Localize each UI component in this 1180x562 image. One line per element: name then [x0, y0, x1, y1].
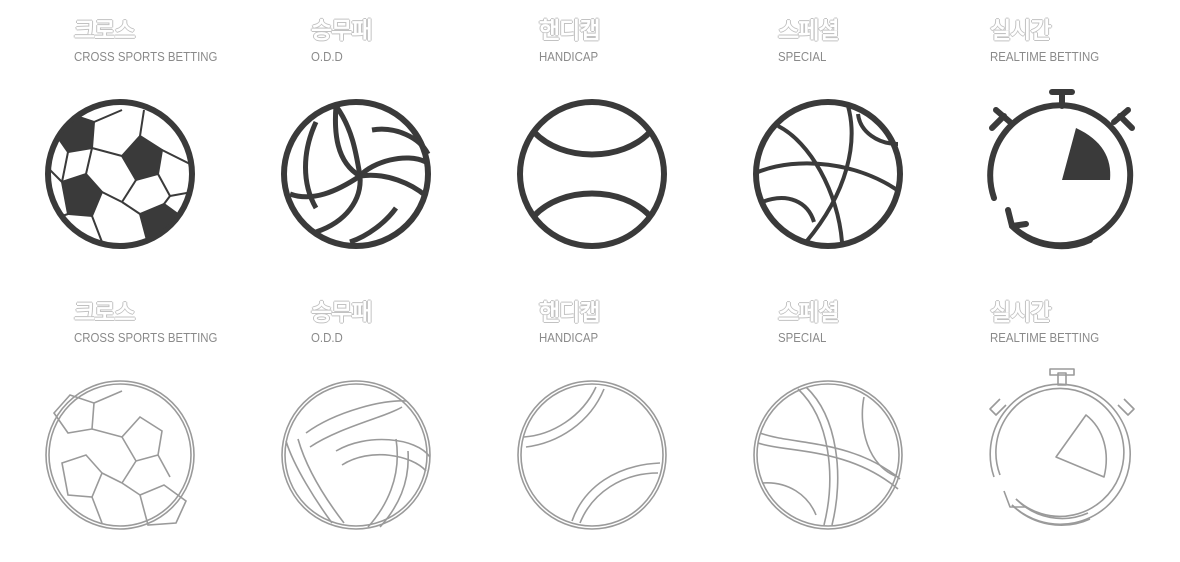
category-row-active: 크로스 CROSS SPORTS BETTING	[0, 0, 1180, 281]
category-title: 스페셜	[778, 18, 839, 44]
category-realtime[interactable]: 실시간 REALTIME BETTING	[944, 281, 1180, 562]
category-title: 스페셜	[778, 300, 839, 326]
category-subtitle: HANDICAP	[539, 49, 599, 64]
category-subtitle: SPECIAL	[778, 49, 827, 64]
category-subtitle: O.D.D	[311, 330, 343, 345]
category-cross[interactable]: 크로스 CROSS SPORTS BETTING	[0, 281, 236, 562]
category-row-hover: 크로스 CROSS SPORTS BETTING	[0, 281, 1180, 562]
category-subtitle: O.D.D	[311, 49, 343, 64]
category-subtitle: CROSS SPORTS BETTING	[74, 330, 218, 345]
volleyball-icon	[276, 92, 436, 252]
category-special[interactable]: 스페셜 SPECIAL	[708, 0, 944, 281]
soccer-ball-icon	[40, 92, 200, 252]
category-realtime[interactable]: 실시간 REALTIME BETTING	[944, 0, 1180, 281]
category-subtitle: REALTIME BETTING	[990, 330, 1100, 345]
category-title: 승무패	[311, 18, 372, 44]
category-subtitle: HANDICAP	[539, 330, 599, 345]
category-odd[interactable]: 승무패 O.D.D	[236, 281, 472, 562]
soccer-ball-icon	[40, 377, 200, 537]
category-title: 실시간	[990, 300, 1051, 326]
volleyball-icon	[276, 377, 436, 537]
category-title: 실시간	[990, 18, 1051, 44]
tennis-ball-icon	[512, 92, 672, 252]
category-title: 크로스	[74, 300, 135, 326]
category-special[interactable]: 스페셜 SPECIAL	[708, 281, 944, 562]
category-title: 핸디캡	[539, 18, 600, 44]
category-title: 핸디캡	[539, 300, 600, 326]
category-handicap[interactable]: 핸디캡 HANDICAP	[472, 0, 708, 281]
stopwatch-icon	[980, 88, 1146, 254]
basketball-icon	[748, 92, 908, 252]
category-handicap[interactable]: 핸디캡 HANDICAP	[472, 281, 708, 562]
category-cross[interactable]: 크로스 CROSS SPORTS BETTING	[0, 0, 236, 281]
category-odd[interactable]: 승무패 O.D.D	[236, 0, 472, 281]
stopwatch-icon	[980, 367, 1146, 533]
category-title: 승무패	[311, 300, 372, 326]
category-title: 크로스	[74, 18, 135, 44]
category-subtitle: REALTIME BETTING	[990, 49, 1100, 64]
tennis-ball-icon	[512, 377, 672, 537]
category-subtitle: CROSS SPORTS BETTING	[74, 49, 218, 64]
category-subtitle: SPECIAL	[778, 330, 827, 345]
basketball-icon	[748, 377, 908, 537]
